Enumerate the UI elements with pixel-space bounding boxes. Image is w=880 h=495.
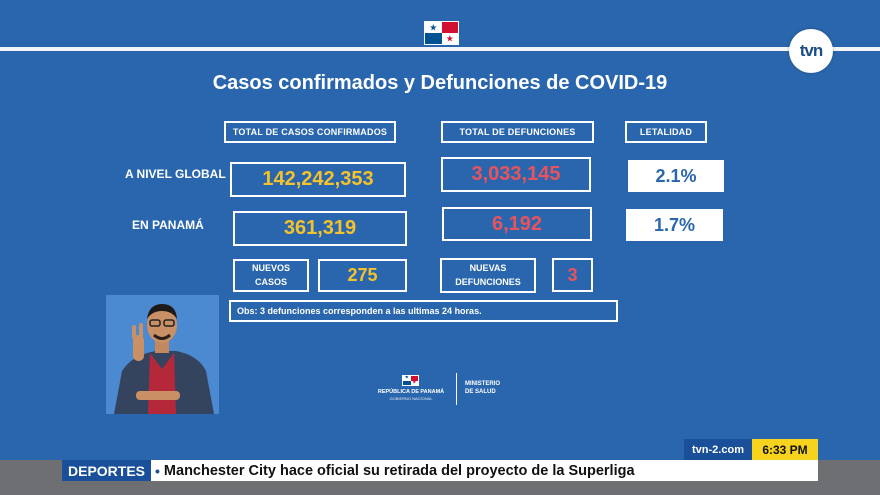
ministerio-label: MINISTERIO DE SALUD — [465, 380, 500, 396]
nuevos-casos-value: 275 — [318, 259, 407, 292]
tvn-logo-icon: tvn — [789, 29, 833, 73]
clock: 6:33 PM — [752, 439, 818, 460]
page-title: Casos confirmados y Defunciones de COVID… — [212, 72, 668, 94]
panama-flag-small-icon: ★ ★ — [402, 375, 419, 386]
website-label: tvn-2.com — [684, 439, 752, 460]
nuevas-defunciones-label-line2: DEFUNCIONES — [455, 276, 521, 287]
nuevas-defunciones-label: NUEVAS DEFUNCIONES — [440, 258, 536, 293]
top-divider — [0, 47, 880, 51]
republica-label: REPÚBLICA DE PANAMÁ — [377, 389, 445, 395]
header-total-casos: TOTAL DE CASOS CONFIRMADOS — [224, 121, 396, 143]
nuevos-casos-label-line2: CASOS — [254, 276, 287, 287]
panama-defunciones-value: 6,192 — [442, 207, 592, 241]
ticker-bullet: • — [155, 462, 160, 479]
ministerio-line1: MINISTERIO — [465, 381, 501, 387]
global-letalidad-value: 2.1% — [628, 160, 724, 192]
observation-note: Obs: 3 defunciones corresponden a las ul… — [229, 300, 618, 322]
panama-flag-icon: ★ ★ — [424, 21, 459, 45]
news-ticker: DEPORTES • Manchester City hace oficial … — [62, 460, 818, 481]
header-letalidad: LETALIDAD — [625, 121, 707, 143]
global-casos-value: 142,242,353 — [230, 162, 406, 197]
nuevas-defunciones-value: 3 — [552, 258, 593, 292]
ministerio-line2: DE SALUD — [465, 389, 496, 396]
gobierno-label: GOBIERNO NACIONAL — [389, 396, 433, 401]
nuevas-defunciones-label-line1: NUEVAS — [469, 263, 507, 273]
row-label-global: A NIVEL GLOBAL — [125, 167, 226, 181]
ticker-headline: Manchester City hace oficial su retirada… — [163, 462, 635, 479]
ticker-section-label: DEPORTES — [62, 460, 152, 481]
sign-language-interpreter — [106, 295, 219, 414]
panama-letalidad-value: 1.7% — [626, 209, 723, 241]
row-label-panama: EN PANAMÁ — [132, 218, 204, 232]
panama-casos-value: 361,319 — [233, 211, 407, 246]
global-defunciones-value: 3,033,145 — [441, 157, 591, 192]
interpreter-figure — [106, 295, 219, 414]
nuevos-casos-label-line1: NUEVOS — [251, 263, 290, 273]
nuevos-casos-label: NUEVOS CASOS — [233, 259, 309, 292]
logo-divider — [456, 373, 457, 405]
header-total-defunciones: TOTAL DE DEFUNCIONES — [441, 121, 594, 143]
